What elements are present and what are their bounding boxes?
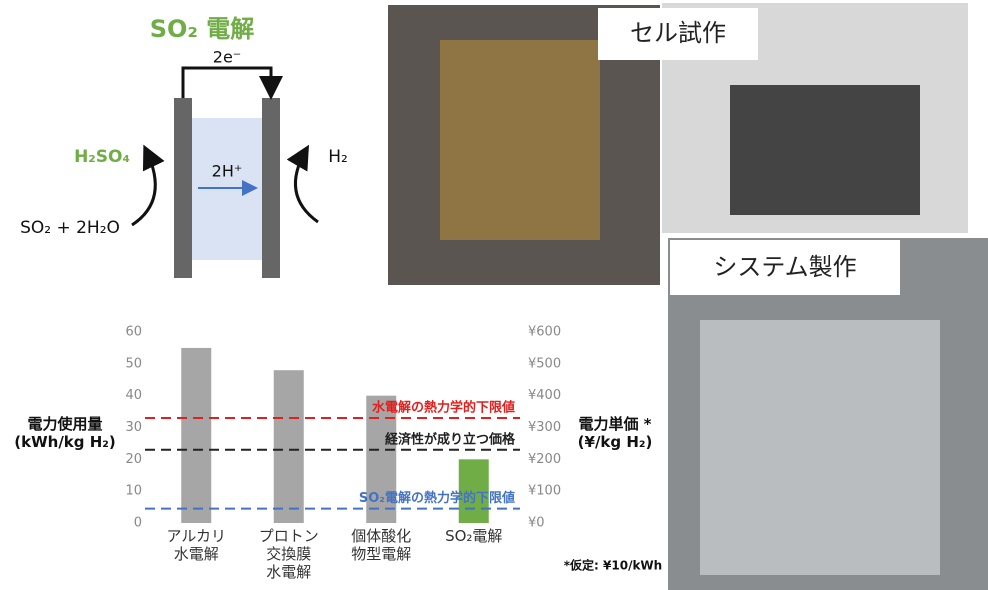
bar (181, 347, 212, 523)
reference-label: SO₂電解の熱力学的下限値 (359, 490, 515, 506)
photo-detail (440, 40, 600, 240)
y-tick-label: 0 (134, 516, 142, 531)
photo-label-box (670, 240, 900, 295)
photo-label: セル試作 (630, 19, 726, 47)
y2-tick-label: ¥300 (528, 420, 561, 435)
y2-tick-label: ¥500 (528, 356, 561, 371)
y2-tick-label: ¥200 (528, 452, 561, 467)
chart-note: *仮定: ¥10/kWh (564, 558, 662, 573)
x-tick-label: アルカリ 水電解 (166, 527, 226, 563)
y-tick-label: 40 (125, 388, 142, 403)
photo-label: システム製作 (713, 253, 856, 281)
anode-product: H₂SO₄ (74, 147, 130, 167)
y-tick-label: 50 (125, 356, 142, 371)
cathode-arrow (286, 144, 319, 224)
photo-label-box (598, 8, 758, 60)
x-tick-label: プロトン 交換膜 水電解 (258, 527, 319, 581)
cathode-product: H₂ (328, 147, 348, 167)
y-tick-label: 30 (125, 420, 142, 435)
y-tick-label: 60 (125, 325, 142, 340)
anode-arrow (131, 144, 165, 227)
wire (181, 66, 283, 100)
y-tick-label: 10 (125, 484, 142, 499)
y2-tick-label: ¥400 (528, 388, 561, 403)
bar (366, 395, 397, 523)
y-axis-label: 電力使用量 (kWh/kg H₂) (14, 415, 116, 451)
diagram-title: SO₂ 電解 (150, 15, 255, 43)
y2-tick-label: ¥0 (528, 516, 545, 531)
photo-detail (700, 320, 940, 575)
bar (273, 370, 304, 523)
proton-label: 2H⁺ (212, 162, 243, 181)
x-tick-label: 個体酸化 物型電解 (351, 527, 412, 563)
y2-tick-label: ¥600 (528, 325, 561, 340)
anode (174, 98, 192, 278)
reference-label: 水電解の熱力学的下限値 (372, 399, 515, 415)
y2-tick-label: ¥100 (528, 484, 561, 499)
cathode (262, 98, 280, 278)
photo-detail (730, 85, 920, 215)
y-tick-label: 20 (125, 452, 142, 467)
reference-label: 経済性が成り立つ価格 (385, 431, 516, 447)
electron-label: 2e⁻ (213, 48, 241, 67)
x-tick-label: SO₂電解 (445, 527, 503, 545)
y2-axis-label: 電力単価 * (¥/kg H₂) (577, 415, 653, 451)
anode-input: SO₂ + 2H₂O (20, 218, 120, 238)
bar (458, 459, 489, 523)
